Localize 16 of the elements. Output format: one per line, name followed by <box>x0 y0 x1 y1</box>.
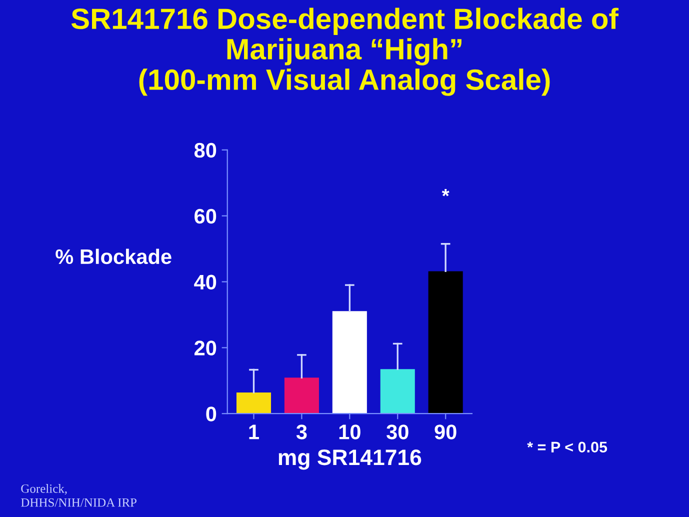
text: Gorelick, DHHS/NIH/NIDA IRP <box>21 484 136 507</box>
chart-title: SR141716 Dose-dependent Blockade of Marijuana “High” (100-mm Visual Analog Scale) <box>71 8 619 96</box>
x-tick-label: 30 <box>386 424 408 440</box>
x-tick-label: 10 <box>339 424 360 440</box>
y-tick-label: 60 <box>194 208 216 224</box>
y-axis-title: % Blockade <box>56 248 172 264</box>
x-axis-title: mg SR141716 <box>278 449 422 470</box>
y-tick-label: 0 <box>206 406 216 422</box>
y-tick-label: 40 <box>194 274 216 290</box>
x-tick-label: 1 <box>249 424 259 440</box>
y-tick-label: 20 <box>194 340 216 356</box>
x-tick-label: 3 <box>296 424 307 440</box>
y-tick-label: 80 <box>194 142 216 158</box>
annotation: * <box>442 189 450 196</box>
x-tick-label: 90 <box>434 424 456 440</box>
text: * = P < 0.05 <box>527 442 608 453</box>
